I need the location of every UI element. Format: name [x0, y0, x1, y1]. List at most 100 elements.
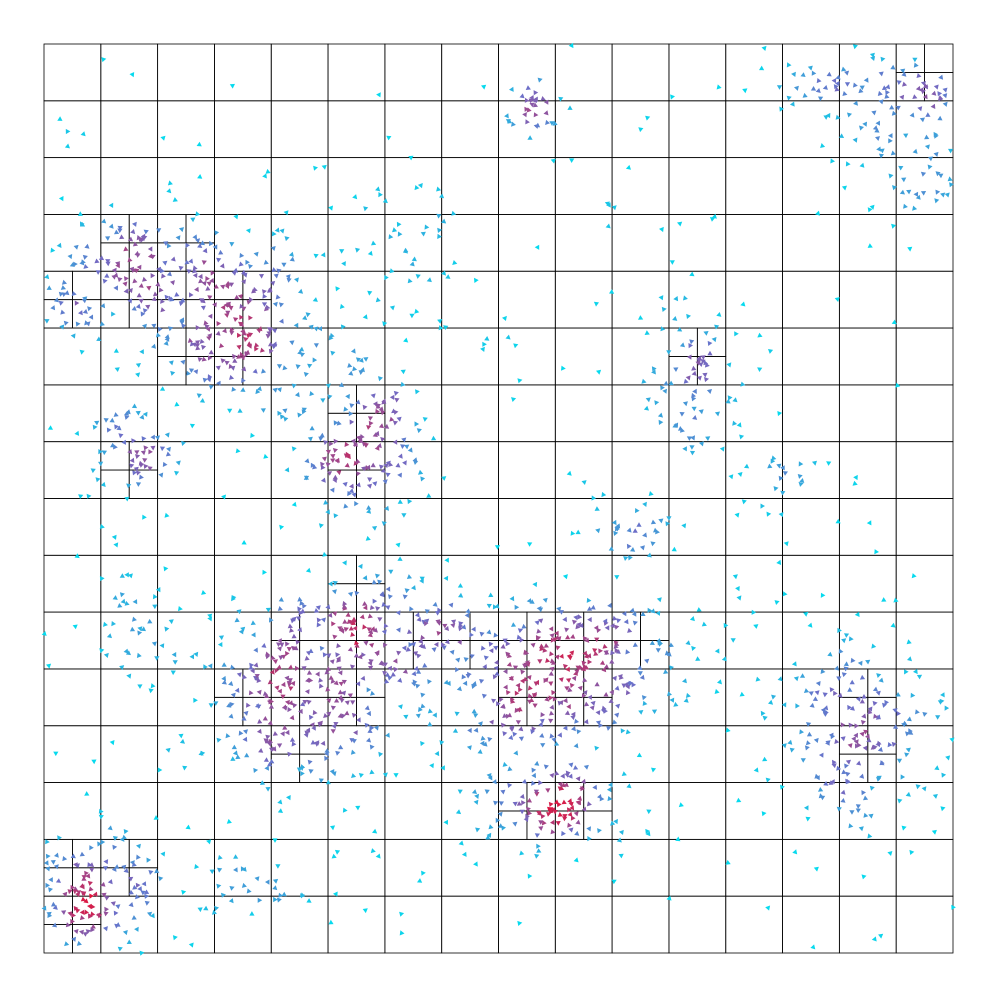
point	[302, 315, 308, 320]
point	[241, 366, 247, 372]
point	[669, 665, 674, 671]
point	[689, 616, 695, 622]
point	[823, 781, 829, 786]
point	[662, 388, 667, 394]
point	[100, 881, 106, 887]
point	[362, 404, 368, 410]
point	[714, 688, 720, 694]
point	[187, 337, 193, 343]
point	[308, 677, 314, 683]
point	[407, 447, 413, 453]
point	[241, 540, 247, 545]
point	[350, 631, 356, 637]
point	[98, 449, 103, 455]
point	[393, 666, 399, 673]
point	[519, 850, 525, 856]
point	[951, 904, 956, 910]
point	[132, 241, 138, 247]
point	[456, 686, 462, 692]
point	[228, 713, 234, 719]
point	[356, 435, 361, 441]
point	[228, 898, 234, 904]
point	[679, 342, 685, 348]
point	[112, 836, 118, 841]
point	[420, 231, 426, 237]
point	[613, 818, 618, 825]
point	[907, 246, 913, 252]
point	[645, 828, 650, 834]
point	[677, 221, 683, 227]
point	[357, 654, 363, 660]
point	[631, 611, 637, 617]
point	[852, 44, 858, 50]
point	[477, 749, 483, 754]
point	[408, 642, 413, 648]
point	[45, 866, 51, 872]
point	[920, 171, 927, 177]
point	[628, 680, 634, 686]
point	[822, 692, 828, 698]
point	[84, 909, 89, 915]
point	[562, 574, 568, 580]
point	[351, 712, 357, 718]
point	[869, 785, 875, 791]
point	[67, 911, 73, 917]
point	[331, 621, 336, 627]
point	[505, 334, 511, 340]
point	[79, 929, 84, 935]
point	[355, 247, 361, 253]
point	[777, 411, 783, 417]
point	[241, 377, 246, 383]
point	[683, 295, 688, 301]
point	[439, 193, 445, 199]
point	[303, 372, 309, 377]
point	[335, 286, 341, 292]
point	[705, 436, 711, 441]
point	[414, 185, 420, 191]
point	[281, 262, 287, 268]
point	[559, 653, 564, 659]
point	[369, 744, 375, 750]
point	[103, 652, 109, 658]
point	[230, 756, 236, 761]
point	[415, 683, 421, 689]
point	[859, 162, 865, 168]
point	[512, 665, 519, 671]
point	[150, 254, 156, 260]
point	[284, 236, 290, 242]
point	[714, 648, 720, 654]
point	[618, 829, 624, 835]
point	[355, 399, 361, 405]
point	[709, 217, 716, 222]
point	[60, 309, 66, 315]
point	[944, 192, 950, 198]
point	[554, 770, 560, 776]
point	[127, 573, 133, 579]
point	[192, 265, 198, 271]
point	[441, 645, 447, 651]
point	[525, 85, 531, 90]
point	[242, 674, 247, 680]
point	[84, 791, 90, 796]
point	[832, 759, 837, 765]
point	[371, 526, 378, 531]
point	[355, 458, 361, 464]
point	[313, 343, 319, 348]
point	[238, 730, 244, 736]
point	[79, 884, 85, 890]
point	[691, 406, 697, 412]
point	[515, 682, 521, 689]
point	[650, 519, 657, 525]
point	[117, 277, 123, 283]
point	[690, 435, 695, 441]
point	[805, 740, 811, 746]
point	[326, 698, 332, 704]
point	[583, 764, 589, 770]
point	[137, 684, 143, 689]
point	[324, 669, 330, 675]
point	[844, 82, 851, 87]
point	[658, 641, 663, 647]
point	[64, 941, 70, 947]
point	[396, 416, 402, 422]
point	[479, 631, 485, 637]
